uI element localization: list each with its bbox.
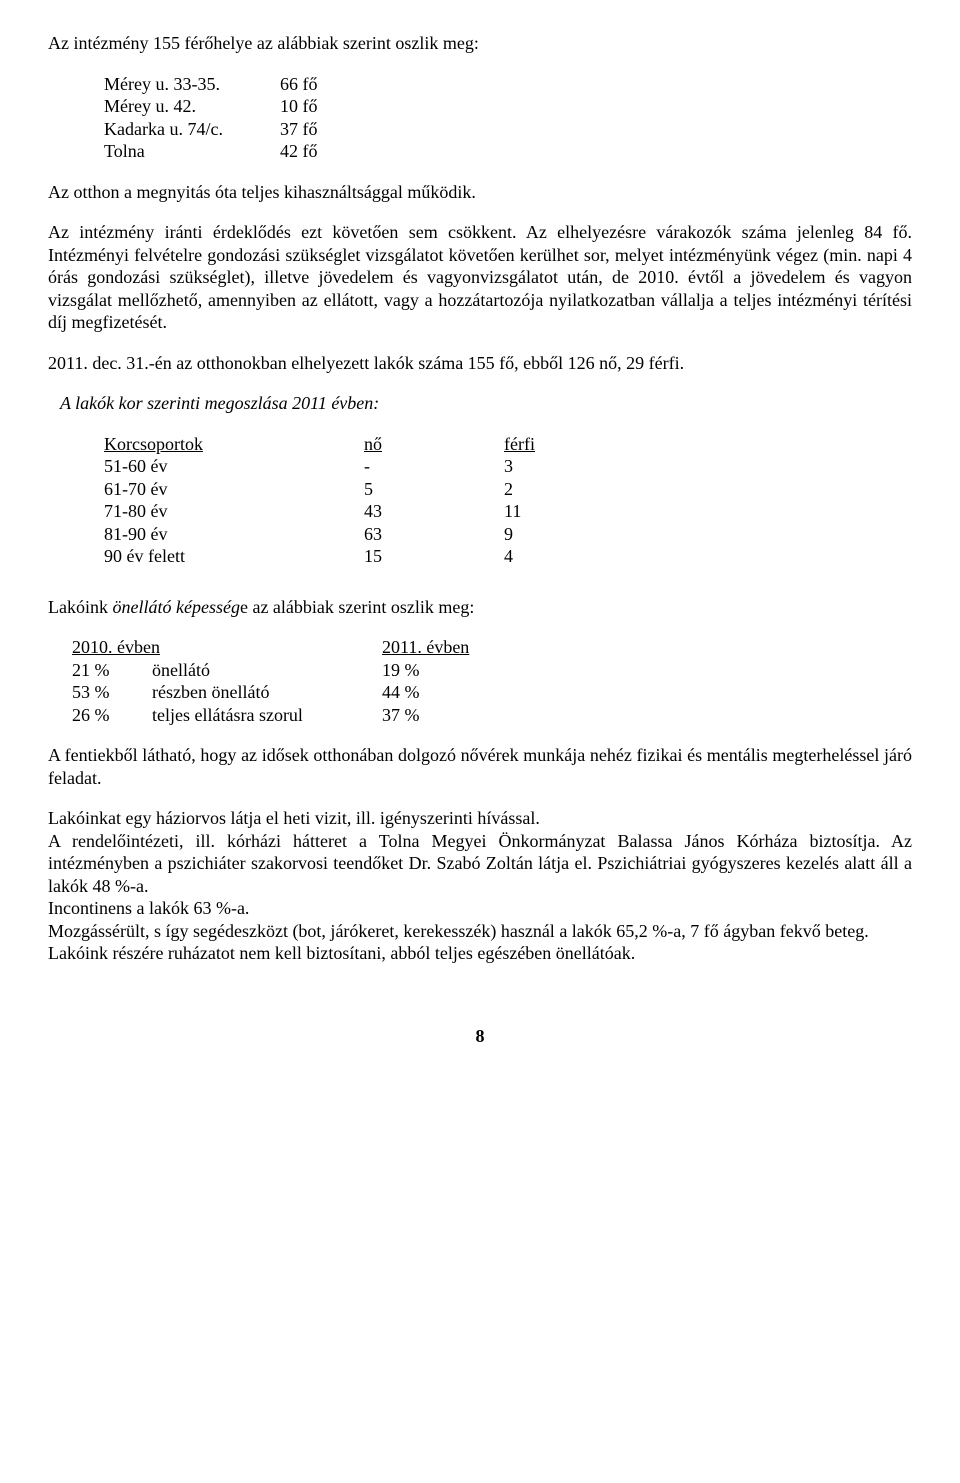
selfcare-title-b: önellátó képesség: [113, 597, 240, 617]
selfcare-table: 2010. évben 2011. évben 21 % önellátó 19…: [72, 636, 912, 726]
age-male: 3: [504, 455, 584, 478]
capacity-count: 10 fő: [280, 95, 360, 118]
paragraph-11: Mozgássérült, s így segédeszközt (bot, j…: [48, 920, 912, 943]
capacity-count: 42 fő: [280, 140, 360, 163]
age-male: 11: [504, 500, 584, 523]
selfcare-header: 2010. évben 2011. évben: [72, 636, 912, 659]
selfcare-2010: 21 %: [72, 659, 152, 682]
selfcare-title-c: e az alábbiak szerint oszlik meg:: [240, 597, 474, 617]
age-female: 5: [364, 478, 504, 501]
capacity-place: Kadarka u. 74/c.: [104, 118, 280, 141]
capacity-row: Tolna 42 fő: [104, 140, 912, 163]
age-group: 71-80 év: [104, 500, 364, 523]
paragraph-2: Az otthon a megnyitás óta teljes kihaszn…: [48, 181, 912, 204]
selfcare-header-2011: 2011. évben: [382, 636, 522, 659]
age-female: 63: [364, 523, 504, 546]
age-row: 71-80 év 43 11: [104, 500, 912, 523]
paragraph-7: A fentiekből látható, hogy az idősek ott…: [48, 744, 912, 789]
age-header-group: Korcsoportok: [104, 433, 364, 456]
selfcare-label: részben önellátó: [152, 681, 382, 704]
age-row: 90 év felett 15 4: [104, 545, 912, 568]
intro-text: Az intézmény 155 férőhelye az alábbiak s…: [48, 33, 479, 53]
age-male: 9: [504, 523, 584, 546]
age-table-header: Korcsoportok nő férfi: [104, 433, 912, 456]
age-header-female: nő: [364, 433, 504, 456]
selfcare-2010: 53 %: [72, 681, 152, 704]
capacity-count: 37 fő: [280, 118, 360, 141]
age-group: 61-70 év: [104, 478, 364, 501]
capacity-table: Mérey u. 33-35. 66 fő Mérey u. 42. 10 fő…: [104, 73, 912, 163]
paragraph-10: Incontinens a lakók 63 %-a.: [48, 897, 912, 920]
capacity-place: Tolna: [104, 140, 280, 163]
selfcare-title: Lakóink önellátó képessége az alábbiak s…: [48, 596, 912, 619]
intro-line: Az intézmény 155 férőhelye az alábbiak s…: [48, 32, 912, 55]
selfcare-row: 21 % önellátó 19 %: [72, 659, 912, 682]
age-female: 15: [364, 545, 504, 568]
selfcare-row: 26 % teljes ellátásra szorul 37 %: [72, 704, 912, 727]
age-male: 2: [504, 478, 584, 501]
age-row: 61-70 év 5 2: [104, 478, 912, 501]
capacity-place: Mérey u. 33-35.: [104, 73, 280, 96]
selfcare-2011: 44 %: [382, 681, 522, 704]
age-table: Korcsoportok nő férfi 51-60 év - 3 61-70…: [104, 433, 912, 568]
selfcare-row: 53 % részben önellátó 44 %: [72, 681, 912, 704]
selfcare-title-a: Lakóink: [48, 597, 113, 617]
capacity-row: Kadarka u. 74/c. 37 fő: [104, 118, 912, 141]
paragraph-8: Lakóinkat egy háziorvos látja el heti vi…: [48, 807, 912, 830]
age-group: 81-90 év: [104, 523, 364, 546]
selfcare-label: teljes ellátásra szorul: [152, 704, 382, 727]
age-row: 51-60 év - 3: [104, 455, 912, 478]
age-female: 43: [364, 500, 504, 523]
selfcare-2010: 26 %: [72, 704, 152, 727]
selfcare-2011: 19 %: [382, 659, 522, 682]
paragraph-3: Az intézmény iránti érdeklődés ezt követ…: [48, 221, 912, 334]
page-number: 8: [48, 1025, 912, 1048]
age-distribution-title: A lakók kor szerinti megoszlása 2011 évb…: [60, 392, 912, 415]
capacity-row: Mérey u. 42. 10 fő: [104, 95, 912, 118]
selfcare-header-2010: 2010. évben: [72, 636, 382, 659]
age-header-male: férfi: [504, 433, 584, 456]
age-row: 81-90 év 63 9: [104, 523, 912, 546]
selfcare-2011: 37 %: [382, 704, 522, 727]
capacity-row: Mérey u. 33-35. 66 fő: [104, 73, 912, 96]
age-group: 90 év felett: [104, 545, 364, 568]
age-male: 4: [504, 545, 584, 568]
paragraph-4: 2011. dec. 31.-én az otthonokban elhelye…: [48, 352, 912, 375]
capacity-place: Mérey u. 42.: [104, 95, 280, 118]
paragraph-12: Lakóink részére ruházatot nem kell bizto…: [48, 942, 912, 965]
age-group: 51-60 év: [104, 455, 364, 478]
selfcare-label: önellátó: [152, 659, 382, 682]
paragraph-9: A rendelőintézeti, ill. kórházi hátteret…: [48, 830, 912, 898]
capacity-count: 66 fő: [280, 73, 360, 96]
age-female: -: [364, 455, 504, 478]
